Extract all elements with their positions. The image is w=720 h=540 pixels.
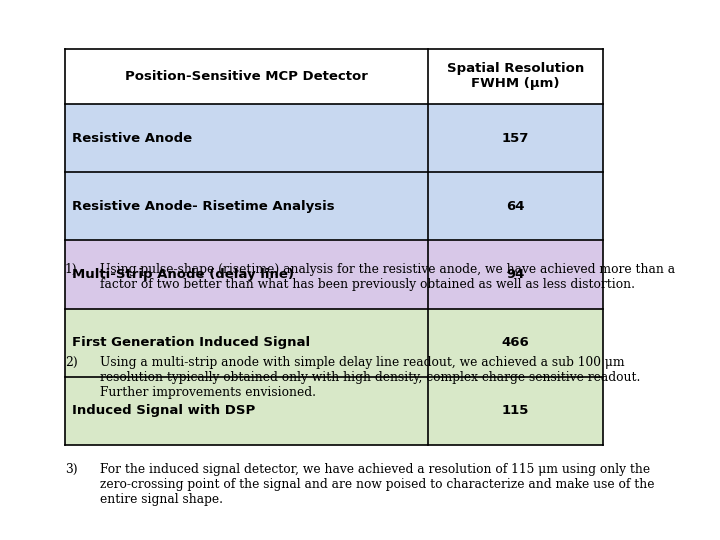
Text: Resistive Anode: Resistive Anode (73, 132, 193, 145)
Text: 64: 64 (506, 200, 525, 213)
Text: Using a multi-strip anode with simple delay line readout, we achieved a sub 100 : Using a multi-strip anode with simple de… (100, 356, 640, 400)
Text: Resistive Anode- Risetime Analysis: Resistive Anode- Risetime Analysis (73, 200, 335, 213)
FancyBboxPatch shape (65, 308, 428, 377)
Text: 115: 115 (502, 404, 529, 417)
FancyBboxPatch shape (428, 377, 603, 445)
FancyBboxPatch shape (65, 377, 428, 445)
Text: Using pulse-shape (risetime) analysis for the resistive anode, we have achieved : Using pulse-shape (risetime) analysis fo… (100, 264, 675, 292)
FancyBboxPatch shape (428, 172, 603, 240)
Text: For the induced signal detector, we have achieved a resolution of 115 μm using o: For the induced signal detector, we have… (100, 463, 654, 505)
Text: R.T. deSouza: R.T. deSouza (22, 514, 151, 531)
Text: Summary: Comparing different position sensing: Summary: Comparing different position se… (20, 10, 700, 34)
Text: 466: 466 (502, 336, 529, 349)
Text: 3): 3) (65, 463, 78, 476)
Text: 157: 157 (502, 132, 529, 145)
Text: First Generation Induced Signal: First Generation Induced Signal (73, 336, 310, 349)
Text: Induced Signal with DSP: Induced Signal with DSP (73, 404, 256, 417)
FancyBboxPatch shape (65, 49, 603, 104)
Text: 1): 1) (65, 264, 78, 276)
Text: 94: 94 (506, 268, 525, 281)
FancyBboxPatch shape (65, 240, 428, 308)
FancyBboxPatch shape (65, 172, 428, 240)
Text: Position-Sensitive MCP Detector: Position-Sensitive MCP Detector (125, 70, 368, 83)
Text: Multi-Strip Anode (delay line): Multi-Strip Anode (delay line) (73, 268, 294, 281)
Text: Indiana University: Indiana University (232, 514, 416, 531)
FancyBboxPatch shape (428, 104, 603, 172)
Text: 2): 2) (65, 356, 78, 369)
FancyBboxPatch shape (428, 240, 603, 308)
Text: Spatial Resolution
FWHM (μm): Spatial Resolution FWHM (μm) (447, 62, 584, 90)
FancyBboxPatch shape (428, 308, 603, 377)
FancyBboxPatch shape (65, 104, 428, 172)
